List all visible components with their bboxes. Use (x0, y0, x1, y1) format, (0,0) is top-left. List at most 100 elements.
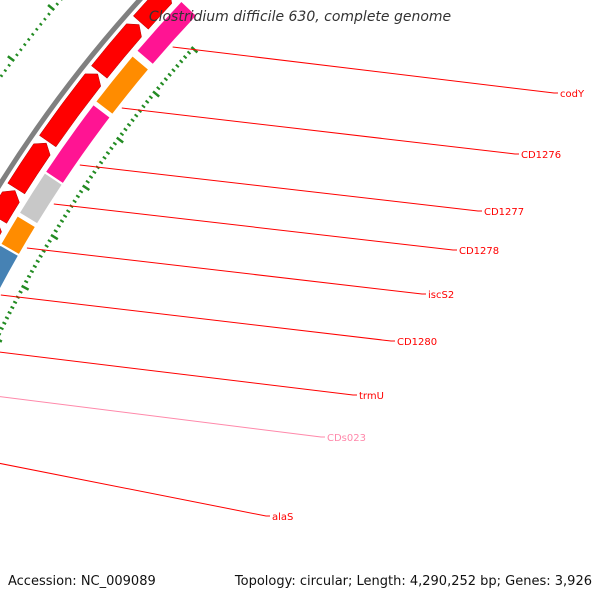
backbone-arc (0, 0, 144, 190)
ruler-tick-mark (85, 179, 90, 184)
ruler-tick-mark (133, 113, 139, 118)
ruler-ticks-inner (0, 46, 199, 343)
ruler-tick-mark (182, 55, 188, 60)
forward-cds-arrow (91, 23, 142, 79)
reverse-cds-block (137, 1, 196, 64)
ruler-tick-mark (2, 321, 7, 325)
ruler-tick-mark (41, 249, 46, 253)
gene-leader-line (0, 462, 270, 517)
ruler-tick-mark (39, 22, 43, 26)
map-title: Clostridium difficile 630, complete geno… (148, 9, 452, 25)
ruler-tick-mark (116, 136, 124, 144)
gene-labels: codY CD1276 CD1277 CD1278 iscS2 CD1280 trmU CDs… (0, 46, 585, 523)
ruler-tick-mark (7, 55, 15, 63)
gene-leader-line (26, 247, 426, 295)
gene-label: alaS (272, 512, 293, 523)
ruler-tick-mark (7, 310, 12, 315)
ruler-tick-mark (0, 74, 4, 78)
ruler-tick-mark (123, 127, 128, 132)
ruler-tick-mark (0, 333, 2, 336)
gene-label: iscS2 (428, 290, 454, 301)
ruler-tick-mark (98, 160, 104, 165)
ruler-tick-mark (7, 63, 11, 68)
ruler-tick-mark (29, 269, 35, 274)
ruler-tick-mark (12, 300, 18, 305)
ruler-tick-mark (53, 229, 58, 233)
genome-summary: Topology: circular; Length: 4,290,252 bp… (234, 574, 592, 589)
forward-cds-arrow (0, 190, 20, 224)
ruler-tick-mark (34, 27, 39, 32)
reverse-cds-block (1, 216, 35, 254)
ruler-tick-mark (66, 209, 71, 214)
ruler-tick-mark (130, 118, 135, 123)
ruler-labels: 1483 kbp1484 kbp1485 kbp1486 kbp1487 kbp… (0, 46, 1, 56)
ruler-tick-mark (10, 305, 15, 310)
ruler-tick-mark (30, 32, 35, 37)
ruler-label: 1483 kbp (0, 46, 1, 56)
ruler-tick-mark (59, 219, 65, 223)
ruler-tick-mark (56, 224, 62, 228)
ruler-tick-mark (119, 132, 125, 137)
ruler-tick-mark (0, 339, 3, 343)
gene-label: CD1276 (521, 150, 561, 161)
ruler-tick-mark (92, 170, 97, 175)
forward-cds-arrow (39, 73, 102, 148)
ruler-tick-mark (179, 59, 184, 64)
gene-leader-line (0, 351, 357, 396)
reverse-cds-block (96, 56, 148, 114)
reverse-cds-block (20, 173, 62, 224)
ruler-tick-mark (62, 214, 68, 219)
ruler-tick-mark (0, 326, 4, 331)
ruler-tick-mark (50, 233, 59, 241)
ruler-tick-mark (47, 239, 52, 243)
reverse-cds-block (0, 245, 18, 289)
ruler-tick-mark (144, 99, 150, 104)
gene-label: codY (560, 89, 585, 100)
forward-cds-arrow (7, 142, 51, 195)
ruler-tick-mark (102, 155, 107, 160)
ruler-tick-mark (43, 17, 47, 21)
ruler-tick-mark (171, 68, 176, 73)
ruler-tick-mark (105, 151, 111, 156)
ruler-tick-mark (186, 50, 192, 55)
ruler-tick-mark (35, 259, 40, 264)
gene-label: trmU (359, 391, 384, 402)
gene-label: CD1277 (484, 207, 524, 218)
forward-strand-track (0, 0, 172, 236)
gene-leader-line (121, 107, 519, 155)
ruler-tick-mark (88, 175, 94, 179)
ruler-ticks-outer (0, 0, 63, 78)
ruler-tick-mark (15, 53, 19, 57)
accession-label: Accession: NC_009089 (8, 574, 156, 589)
gene-label: CDs023 (327, 433, 366, 444)
ruler-tick-mark (75, 194, 81, 199)
ruler-tick-mark (156, 86, 161, 91)
gene-label: CD1280 (397, 337, 437, 348)
ruler-tick-mark (19, 48, 23, 52)
gene-leader-line (0, 294, 395, 342)
gene-leader-line (172, 46, 558, 94)
ruler-tick-mark (32, 264, 38, 269)
ruler-tick-mark (4, 316, 10, 320)
ruler-tick-mark (159, 81, 165, 86)
ruler-tick-mark (82, 184, 91, 192)
ruler-tick-mark (72, 199, 77, 204)
ruler-tick-mark (55, 2, 60, 6)
gene-leader-line (53, 203, 457, 251)
reverse-strand-track (0, 1, 196, 289)
ruler-tick-mark (3, 68, 8, 73)
gene-leader-line (0, 396, 325, 438)
ruler-tick-mark (18, 290, 23, 294)
gene-leader-line (79, 164, 482, 212)
ruler-tick-mark (44, 244, 49, 248)
ruler-tick-mark (22, 42, 27, 47)
ruler-tick-mark (26, 274, 32, 279)
ruler-tick-mark (112, 141, 118, 146)
ruler-tick-mark (38, 254, 43, 259)
forward-cds-arrow (132, 0, 172, 30)
ruler-tick-mark (167, 72, 172, 77)
reverse-cds-block (46, 105, 110, 183)
ruler-tick-mark (126, 122, 132, 127)
